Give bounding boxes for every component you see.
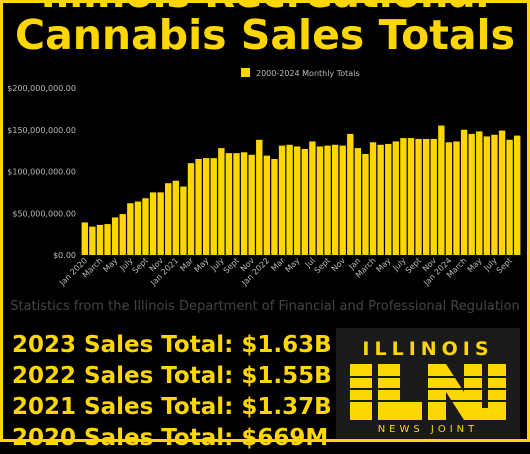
bar [202,158,210,255]
bar [422,138,430,255]
y-tick-label: $200,000,000.00 [7,84,76,93]
bar [498,130,506,255]
bar [233,153,240,255]
bar [445,142,453,255]
y-tick-label: $150,000,000.00 [7,126,76,135]
illinois-news-joint-logo: ILLINOIS NEWS JOINT [336,328,520,442]
x-tick-label: Sept [495,256,514,275]
bar [89,226,96,255]
bar [438,125,445,255]
legend-label: 2000-2024 Monthly Totals [256,69,360,78]
x-tick-label: May [375,256,393,274]
bar [278,145,286,255]
bar [354,148,362,255]
sales-total-2022: 2022 Sales Total: $1.55B [12,363,332,389]
x-tick-label: May [193,256,211,274]
bar [218,148,225,255]
bar [362,153,369,255]
bar [248,154,255,255]
bar [180,186,187,255]
bar [491,134,498,255]
bar [514,135,521,255]
bar [187,163,195,255]
x-tick-label: Sept [313,256,332,275]
bar [149,192,157,256]
bar [301,148,308,255]
logo-bottom-text: NEWS JOINT [377,424,479,435]
bar [263,155,271,255]
bar [165,183,172,255]
bar [271,158,278,255]
sales-total-2020: 2020 Sales Total: $669M [12,425,329,451]
bar [377,144,384,255]
bar [111,217,119,255]
bar [96,224,104,255]
bar [400,138,407,255]
y-tick-label: $0.00 [53,251,76,260]
bar [324,145,331,255]
bar [127,203,134,255]
bar [286,144,293,255]
bar [385,143,392,255]
bar [134,201,142,255]
y-tick-label: $50,000,000.00 [12,209,76,218]
x-tick-label: May [101,256,119,274]
logo-top-text: ILLINOIS [362,338,494,360]
bar [339,145,346,255]
bar [415,138,422,255]
bar [430,138,437,255]
bar [483,136,491,255]
bar [369,142,377,255]
x-tick-label: Mar [178,256,196,274]
bar [195,158,202,255]
sales-total-2021: 2021 Sales Total: $1.37B [12,394,332,420]
x-tick-label: May [284,256,302,274]
bar [506,139,513,255]
bar [142,198,149,255]
bar [104,224,111,255]
monthly-sales-bar-chart: 2000-2024 Monthly Totals $0.00 $50,000,00… [7,68,521,288]
bar [119,214,126,255]
bar [407,138,415,255]
bar [331,144,339,255]
bar [240,152,248,255]
sales-totals-list: 2023 Sales Total: $1.63B 2022 Sales Tota… [12,330,332,454]
bar [453,141,460,255]
bar [210,158,217,255]
legend-swatch [241,68,250,77]
bar [460,129,468,255]
bar [81,222,88,255]
title-line-2: Cannabis Sales Totals [14,11,516,59]
bar [172,180,180,255]
title-line-1: Illinois Recreational [0,0,530,16]
bar [468,133,475,255]
x-tick-label: May [466,256,484,274]
x-tick-label: Sept [404,256,423,275]
x-tick-label: Mar [269,256,287,274]
logo-mark-icon [346,364,510,420]
bar [347,133,354,255]
bar [256,139,263,255]
x-tick-label: Sept [222,256,241,275]
x-tick-label: Sept [131,256,150,275]
bar [309,141,316,255]
bar [476,131,483,255]
bar [294,146,301,255]
bar [157,192,164,256]
bar [316,146,324,255]
x-tick-label: Nov [330,256,348,274]
y-tick-label: $100,000,000.00 [7,168,76,177]
source-subtitle: Statistics from the Illinois Department … [10,299,520,314]
bar [392,141,400,255]
sales-total-2023: 2023 Sales Total: $1.63B [12,332,332,358]
bar [225,153,233,255]
